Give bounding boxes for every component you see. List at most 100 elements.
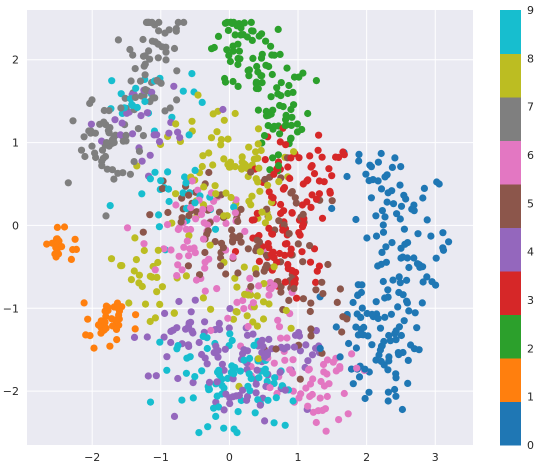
data-point <box>293 120 301 128</box>
colorbar-segment <box>500 314 521 359</box>
data-point <box>220 424 228 432</box>
data-point <box>247 168 255 176</box>
colorbar-segment <box>500 401 521 446</box>
data-point <box>314 407 322 415</box>
data-point <box>270 170 278 178</box>
data-point <box>298 248 306 256</box>
data-point <box>265 111 273 119</box>
data-point <box>173 67 181 75</box>
data-point <box>235 47 243 55</box>
colorbar-segment <box>500 184 521 228</box>
data-point <box>106 342 114 350</box>
data-point <box>414 230 422 238</box>
data-point <box>191 373 199 381</box>
data-point <box>269 154 277 162</box>
data-point <box>254 355 263 363</box>
data-point <box>244 322 252 331</box>
data-point <box>160 245 168 253</box>
data-point <box>151 38 159 46</box>
data-point <box>69 246 77 254</box>
data-point <box>287 154 295 162</box>
data-point <box>139 52 148 60</box>
data-point <box>198 162 206 171</box>
colorbar-tick-labels: 0 1 2 3 4 5 6 7 8 9 <box>527 4 534 452</box>
data-point <box>266 384 274 392</box>
data-point <box>237 31 245 39</box>
data-point <box>256 401 264 409</box>
data-point <box>80 299 88 307</box>
data-point <box>234 82 242 90</box>
data-point <box>361 365 369 373</box>
data-point <box>154 54 162 62</box>
data-point <box>153 273 161 281</box>
data-point <box>248 192 256 200</box>
data-point <box>231 31 239 39</box>
data-point <box>201 287 209 295</box>
colorbar-tick-label: 2 <box>527 342 534 355</box>
data-point <box>252 380 260 388</box>
data-point <box>379 228 388 236</box>
data-point <box>253 322 261 330</box>
data-point <box>187 204 195 212</box>
data-point <box>267 42 275 50</box>
data-point <box>172 120 180 128</box>
data-point <box>249 299 257 307</box>
data-point <box>260 132 269 140</box>
data-point <box>185 212 193 220</box>
data-point <box>253 366 261 374</box>
data-point <box>293 294 301 302</box>
data-point <box>399 348 407 357</box>
data-point <box>162 56 170 64</box>
data-point <box>110 175 118 183</box>
data-point <box>277 200 285 209</box>
data-point <box>374 314 382 323</box>
data-point <box>118 119 126 127</box>
data-point <box>252 265 260 273</box>
data-point <box>313 267 321 275</box>
data-point <box>167 246 175 254</box>
data-point <box>207 305 215 313</box>
data-point <box>333 298 341 306</box>
data-point <box>244 66 252 75</box>
colorbar-tick-label: 8 <box>527 52 534 65</box>
data-point <box>155 211 163 219</box>
data-point <box>222 270 230 278</box>
data-point <box>208 45 216 53</box>
data-point <box>378 207 386 215</box>
data-point <box>282 116 290 124</box>
data-point <box>265 213 273 222</box>
data-point <box>361 394 369 403</box>
data-point <box>228 336 236 345</box>
data-point <box>285 296 293 304</box>
data-point <box>107 255 116 263</box>
data-point <box>381 294 389 302</box>
data-point <box>302 384 310 392</box>
data-point <box>234 269 242 277</box>
data-point <box>188 117 196 125</box>
data-point <box>255 257 263 265</box>
data-point <box>355 150 363 158</box>
data-point <box>405 307 413 315</box>
data-point <box>141 97 149 106</box>
data-point <box>117 104 125 112</box>
data-point <box>287 134 295 142</box>
data-point <box>277 288 285 296</box>
data-point <box>198 98 206 106</box>
data-point <box>129 51 137 59</box>
data-point <box>219 105 227 114</box>
data-point <box>292 199 300 207</box>
data-point <box>336 285 344 293</box>
data-point <box>137 112 145 120</box>
data-point <box>244 245 252 253</box>
data-point <box>154 246 162 254</box>
data-point <box>328 172 336 180</box>
data-point <box>413 260 422 268</box>
data-point <box>304 357 312 365</box>
data-point <box>349 298 357 307</box>
data-point <box>192 215 200 223</box>
data-point <box>55 237 63 245</box>
data-point <box>299 210 307 218</box>
data-point <box>230 203 238 211</box>
data-point <box>170 309 178 317</box>
data-point <box>352 323 360 331</box>
